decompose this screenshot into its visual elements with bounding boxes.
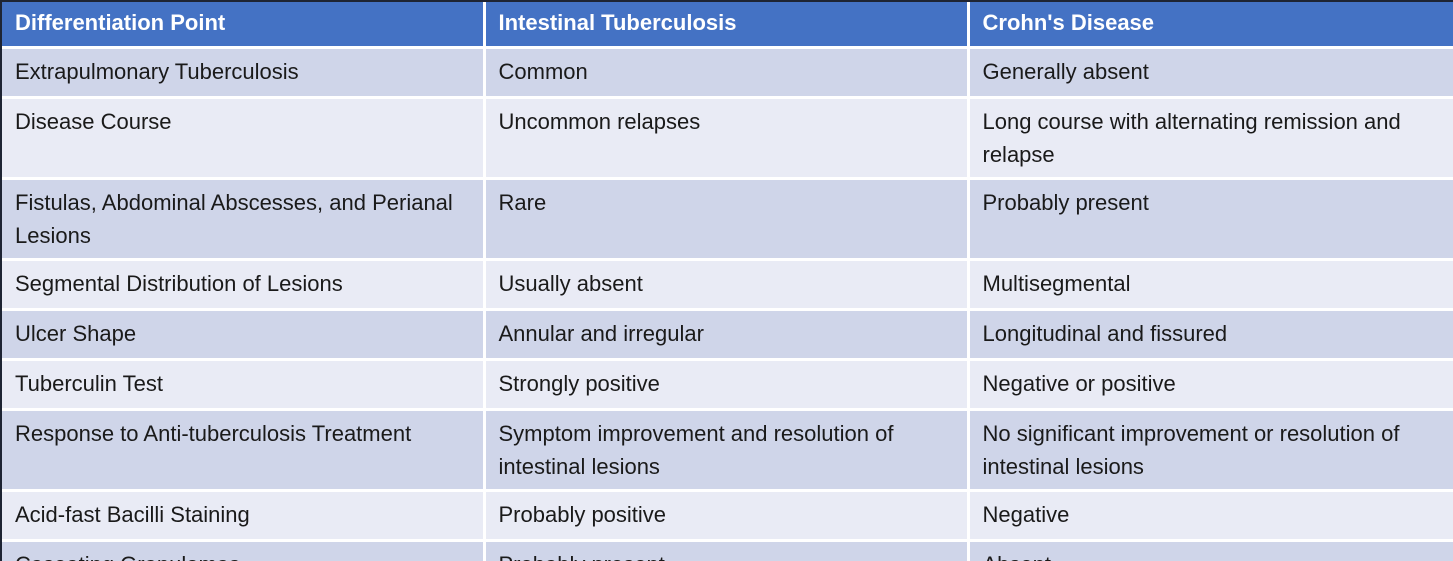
table-cell: Longitudinal and fissured	[966, 307, 1453, 361]
table-cell: Symptom improvement and resolution of in…	[482, 407, 970, 492]
table-cell: Rare	[482, 176, 970, 261]
table-cell: Common	[482, 45, 970, 99]
table-cell: Long course with alternating remission a…	[966, 95, 1453, 180]
table-row-disease-course: Disease Course Uncommon relapses Long co…	[2, 95, 1453, 180]
table-cell: Response to Anti-tuberculosis Treatment	[2, 407, 486, 492]
table-row-caseating-granulomas: Caseating Granulomas Probably present Ab…	[2, 538, 1453, 561]
column-header-crohns-disease: Crohn's Disease	[966, 2, 1453, 49]
table-header-row: Differentiation Point Intestinal Tubercu…	[2, 2, 1453, 49]
table-cell: Absent	[966, 538, 1453, 561]
table-cell: Tuberculin Test	[2, 357, 486, 411]
table-row-acid-fast-bacilli: Acid-fast Bacilli Staining Probably posi…	[2, 488, 1453, 542]
column-header-differentiation-point: Differentiation Point	[2, 2, 486, 49]
table-cell: Extrapulmonary Tuberculosis	[2, 45, 486, 99]
table-cell: Annular and irregular	[482, 307, 970, 361]
table-cell: Probably present	[482, 538, 970, 561]
table-row-segmental-distribution: Segmental Distribution of Lesions Usuall…	[2, 257, 1453, 311]
column-header-intestinal-tuberculosis: Intestinal Tuberculosis	[482, 2, 970, 49]
table-row-ulcer-shape: Ulcer Shape Annular and irregular Longit…	[2, 307, 1453, 361]
table-cell: Segmental Distribution of Lesions	[2, 257, 486, 311]
table-cell: Acid-fast Bacilli Staining	[2, 488, 486, 542]
table-cell: Probably positive	[482, 488, 970, 542]
table-cell: Fistulas, Abdominal Abscesses, and Peria…	[2, 176, 486, 261]
table-cell: Generally absent	[966, 45, 1453, 99]
table-row-tuberculin-test: Tuberculin Test Strongly positive Negati…	[2, 357, 1453, 411]
table-row-fistulas-abscesses-perianal: Fistulas, Abdominal Abscesses, and Peria…	[2, 176, 1453, 261]
table-cell: Probably present	[966, 176, 1453, 261]
table-cell: Multisegmental	[966, 257, 1453, 311]
table-row-response-to-treatment: Response to Anti-tuberculosis Treatment …	[2, 407, 1453, 492]
table-cell: Caseating Granulomas	[2, 538, 486, 561]
table-cell: Negative or positive	[966, 357, 1453, 411]
table-cell: Uncommon relapses	[482, 95, 970, 180]
table-cell: Ulcer Shape	[2, 307, 486, 361]
table-cell: Strongly positive	[482, 357, 970, 411]
table-cell: No significant improvement or resolution…	[966, 407, 1453, 492]
table-cell: Disease Course	[2, 95, 486, 180]
table-cell: Usually absent	[482, 257, 970, 311]
table-cell: Negative	[966, 488, 1453, 542]
table-row-extrapulmonary-tuberculosis: Extrapulmonary Tuberculosis Common Gener…	[2, 45, 1453, 99]
